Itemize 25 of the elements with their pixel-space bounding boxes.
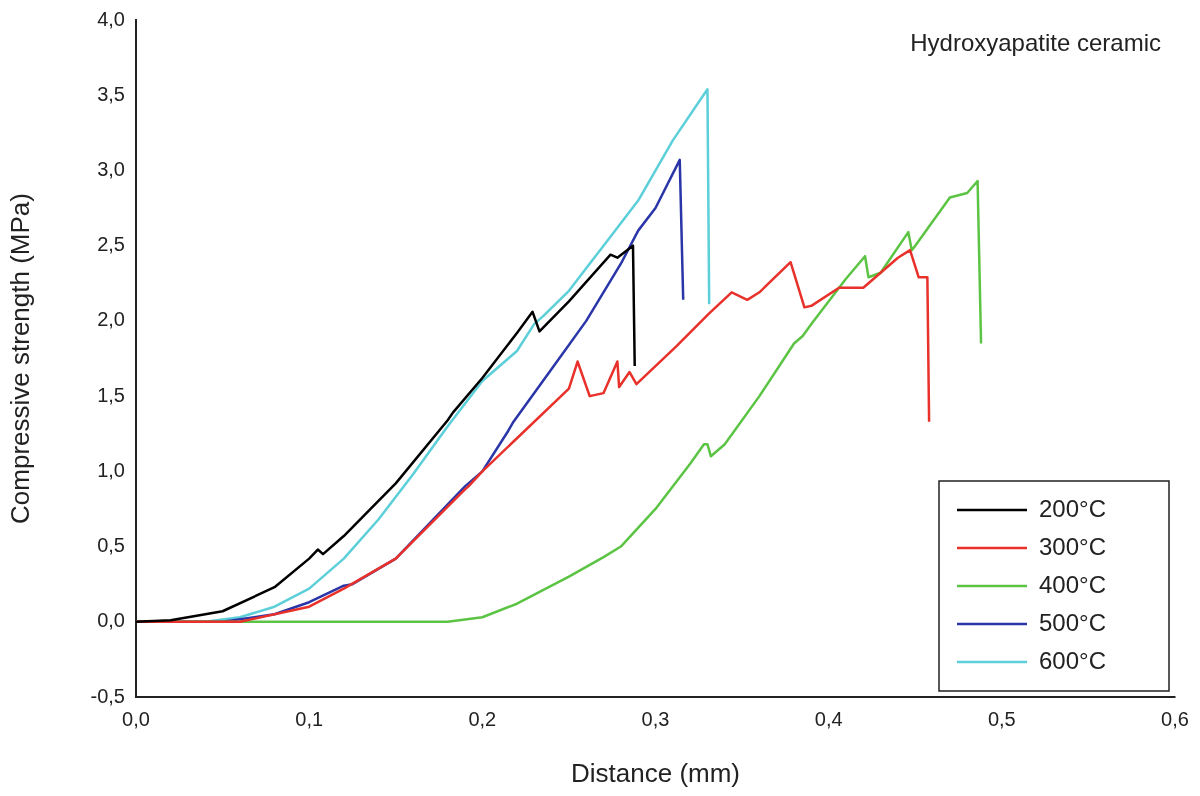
legend-label: 500°C <box>1039 608 1106 636</box>
y-tick-label: -0,5 <box>90 684 125 707</box>
y-tick-label: 4,0 <box>97 7 125 30</box>
y-tick-label: 2,5 <box>97 233 125 256</box>
x-tick-label: 0,2 <box>468 707 497 730</box>
y-tick-label: 3,0 <box>97 157 125 180</box>
annotation: Hydroxyapatite ceramic <box>910 28 1161 56</box>
x-tick-label: 0,1 <box>295 707 324 730</box>
y-tick-label: 1,0 <box>97 458 125 481</box>
x-tick-label: 0,5 <box>987 707 1016 730</box>
x-tick-label: 0,6 <box>1161 707 1189 730</box>
x-tick-label: 0,4 <box>814 707 843 730</box>
x-tick-label: 0,3 <box>641 707 670 730</box>
x-tick-label: 0,0 <box>122 707 150 730</box>
y-tick-label: 2,0 <box>97 308 125 331</box>
y-tick-label: 0,0 <box>97 609 125 632</box>
legend-label: 300°C <box>1039 532 1106 560</box>
y-tick-label: 1,5 <box>97 383 125 406</box>
legend-label: 400°C <box>1039 570 1106 598</box>
legend-label: 200°C <box>1039 494 1106 522</box>
legend-label: 600°C <box>1039 646 1106 674</box>
x-axis-title: Distance (mm) <box>570 757 741 788</box>
y-tick-label: 3,5 <box>97 82 125 105</box>
y-tick-label: 0,5 <box>97 534 125 557</box>
y-axis-title: Compressive strength (MPa) <box>4 193 35 524</box>
